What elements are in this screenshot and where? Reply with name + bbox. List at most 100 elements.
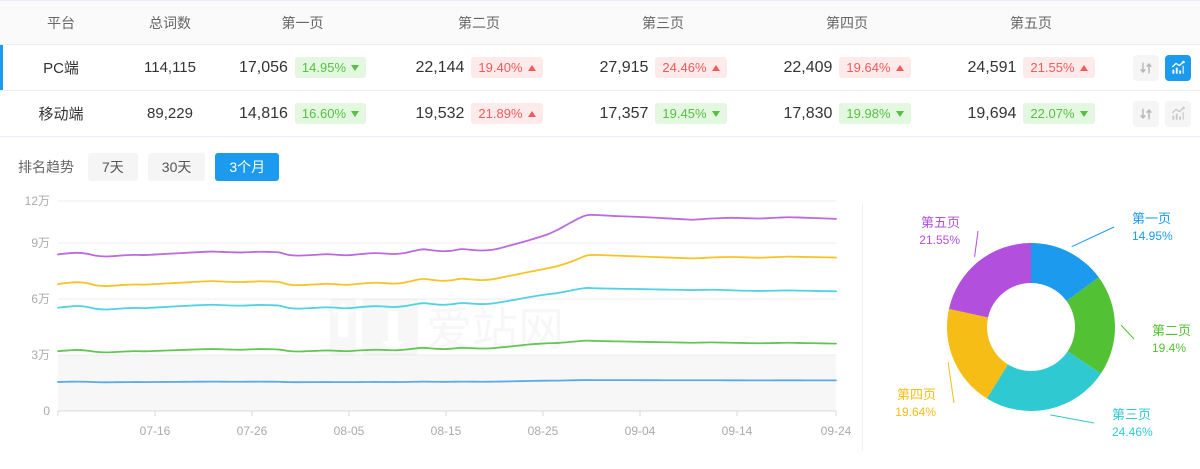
page1-change-pct: 14.95% bbox=[301, 59, 347, 75]
x-tick-3: 08-15 bbox=[431, 424, 462, 438]
page5-count: 19,694 bbox=[967, 104, 1017, 122]
donut-label-第三页: 第三页 bbox=[1112, 407, 1151, 422]
rank-trend-line-chart[interactable]: 12万 9万 6万 3万 0 爱站网 bbox=[0, 187, 862, 467]
donut-labels: 第一页 14.95% 第二页 19.4% 第三页 24.46% 第四页 19.64% 第五页 21… bbox=[895, 211, 1191, 439]
triangle-down-icon bbox=[711, 110, 720, 117]
page1-change-badge: 14.95% bbox=[294, 56, 367, 79]
line-series-第三页 bbox=[57, 287, 837, 311]
cell-page2: 19,532 21.89% bbox=[387, 90, 571, 137]
cell-page3: 27,915 24.46% bbox=[571, 44, 755, 91]
triangle-up-icon bbox=[711, 64, 720, 71]
donut-value-第四页: 19.64% bbox=[895, 405, 936, 419]
column-header-page1[interactable]: 第一页 bbox=[218, 0, 387, 45]
column-header-page3[interactable]: 第三页 bbox=[571, 0, 755, 45]
y-tick-4: 12万 bbox=[25, 194, 50, 208]
column-header-page5[interactable]: 第五页 bbox=[939, 0, 1123, 45]
y-tick-1: 3万 bbox=[31, 348, 50, 362]
cell-page5: 19,694 22.07% bbox=[939, 90, 1123, 137]
sort-icon[interactable] bbox=[1132, 54, 1159, 81]
donut-slice-第三页[interactable] bbox=[986, 351, 1101, 412]
page2-change-badge: 19.40% bbox=[471, 56, 543, 79]
page3-count: 27,915 bbox=[599, 58, 649, 76]
cell-total: 114,115 bbox=[122, 44, 218, 91]
watermark: 爱站网 bbox=[330, 299, 564, 356]
triangle-down-icon bbox=[351, 110, 360, 117]
line-chart-svg: 12万 9万 6万 3万 0 爱站网 bbox=[25, 194, 852, 438]
triangle-up-icon bbox=[895, 64, 904, 71]
tab-30days[interactable]: 30天 bbox=[147, 153, 206, 182]
tab-7days[interactable]: 7天 bbox=[88, 153, 138, 182]
page1-count: 14,816 bbox=[238, 104, 288, 122]
x-axis-ticks bbox=[57, 411, 837, 417]
line-series-group bbox=[57, 214, 837, 384]
tab-3months[interactable]: 3个月 bbox=[215, 153, 280, 182]
watermark-text: 爱站网 bbox=[426, 303, 564, 355]
x-tick-6: 09-14 bbox=[722, 424, 753, 438]
rank-table: 平台 总词数 第一页 第二页 第三页 第四页 第五页 PC端 114,115 1… bbox=[0, 0, 1200, 137]
donut-value-第三页: 24.46% bbox=[1112, 425, 1153, 439]
page-distribution-donut-chart[interactable]: 第一页 14.95% 第二页 19.4% 第三页 24.46% 第四页 19.64% 第五页 21… bbox=[862, 187, 1200, 467]
trend-toolbar: 排名趋势 7天 30天 3个月 bbox=[0, 137, 1200, 187]
donut-slice-第四页[interactable] bbox=[947, 309, 1008, 399]
page5-change-pct: 21.55% bbox=[1030, 59, 1075, 75]
donut-label-第二页: 第二页 bbox=[1152, 323, 1191, 338]
page4-change-pct: 19.98% bbox=[846, 105, 891, 121]
y-tick-0: 0 bbox=[43, 404, 50, 418]
page2-count: 22,144 bbox=[415, 58, 465, 76]
donut-leader-line bbox=[1050, 414, 1095, 424]
page1-count: 17,056 bbox=[238, 58, 288, 76]
x-tick-4: 08-25 bbox=[528, 424, 559, 438]
triangle-up-icon bbox=[527, 110, 536, 117]
page1-change-badge: 16.60% bbox=[294, 102, 367, 125]
table-row[interactable]: 移动端 89,229 14,816 16.60% 19,532 bbox=[0, 90, 1200, 137]
chart-band bbox=[58, 355, 836, 412]
page3-change-pct: 24.46% bbox=[662, 59, 707, 75]
donut-value-第二页: 19.4% bbox=[1152, 341, 1186, 355]
page4-count: 22,409 bbox=[783, 58, 833, 76]
page5-count: 24,591 bbox=[967, 58, 1017, 76]
line-series-第五页 bbox=[57, 214, 837, 258]
column-header-page4[interactable]: 第四页 bbox=[755, 0, 939, 45]
chart-icon[interactable] bbox=[1164, 54, 1191, 81]
page3-change-badge: 24.46% bbox=[655, 56, 727, 79]
x-tick-2: 08-05 bbox=[334, 424, 365, 438]
column-header-total[interactable]: 总词数 bbox=[122, 0, 218, 45]
donut-slice-第五页[interactable] bbox=[948, 243, 1031, 318]
donut-leader-line bbox=[974, 231, 979, 258]
y-tick-2: 6万 bbox=[31, 292, 50, 306]
table-row[interactable]: PC端 114,115 17,056 14.95% 22,144 bbox=[0, 44, 1200, 91]
page2-change-badge: 21.89% bbox=[471, 102, 543, 125]
charts-area: 12万 9万 6万 3万 0 爱站网 bbox=[0, 187, 1200, 467]
cell-page2: 22,144 19.40% bbox=[387, 44, 571, 91]
page4-count: 17,830 bbox=[783, 104, 833, 122]
donut-slice-第二页[interactable] bbox=[1066, 277, 1116, 374]
line-series-第一页 bbox=[57, 379, 837, 384]
x-axis-labels: 07-16 07-26 08-05 08-15 08-25 09-04 09-14 09-24 bbox=[140, 424, 852, 438]
cell-page4: 17,830 19.98% bbox=[755, 90, 939, 137]
cell-actions bbox=[1123, 44, 1200, 91]
table-header: 平台 总词数 第一页 第二页 第三页 第四页 第五页 bbox=[0, 0, 1200, 45]
chart-icon[interactable] bbox=[1164, 100, 1191, 127]
page4-change-pct: 19.64% bbox=[846, 59, 891, 75]
column-header-platform[interactable]: 平台 bbox=[0, 0, 122, 45]
sort-icon[interactable] bbox=[1132, 100, 1159, 127]
page3-count: 17,357 bbox=[599, 104, 649, 122]
cell-page3: 17,357 19.45% bbox=[571, 90, 755, 137]
cell-page4: 22,409 19.64% bbox=[755, 44, 939, 91]
cell-actions bbox=[1123, 90, 1200, 137]
cell-page1: 17,056 14.95% bbox=[218, 44, 387, 91]
column-header-actions bbox=[1123, 0, 1200, 45]
cell-platform: 移动端 bbox=[0, 90, 122, 137]
donut-label-第五页: 第五页 bbox=[921, 215, 960, 230]
chart-divider bbox=[862, 203, 863, 452]
cell-page5: 24,591 21.55% bbox=[939, 44, 1123, 91]
x-tick-1: 07-26 bbox=[237, 424, 268, 438]
line-series-第四页 bbox=[57, 254, 837, 288]
column-header-page2[interactable]: 第二页 bbox=[387, 0, 571, 45]
y-axis-labels: 12万 9万 6万 3万 0 bbox=[25, 194, 51, 418]
table-header-row: 平台 总词数 第一页 第二页 第三页 第四页 第五页 bbox=[0, 0, 1200, 45]
triangle-down-icon bbox=[895, 110, 904, 117]
donut-slice-第一页[interactable] bbox=[1031, 243, 1099, 302]
page4-change-badge: 19.98% bbox=[839, 102, 911, 125]
